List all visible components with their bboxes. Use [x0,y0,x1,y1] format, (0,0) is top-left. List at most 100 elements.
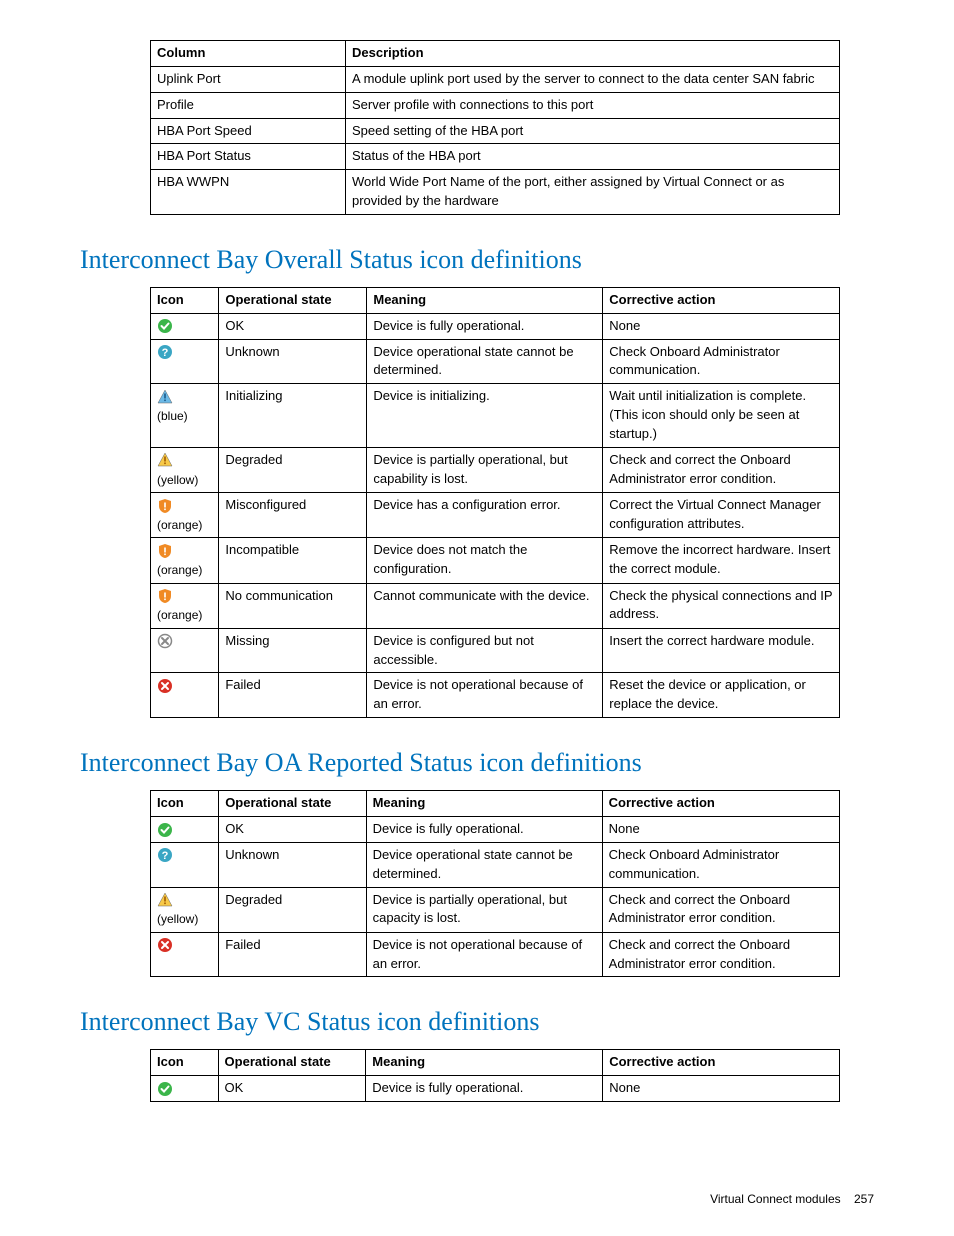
table-header: Column [151,41,346,67]
table-row: MissingDevice is configured but not acce… [151,628,840,673]
table-row: OKDevice is fully operational.None [151,816,840,842]
corrective-action: None [603,313,840,339]
icon-cell: (blue) [151,384,219,448]
table-row: (orange)No communicationCannot communica… [151,583,840,628]
corrective-action: Remove the incorrect hardware. Insert th… [603,538,840,583]
column-description: Server profile with connections to this … [346,92,840,118]
icon-color-note: (yellow) [157,472,198,489]
corrective-action: Check the physical connections and IP ad… [603,583,840,628]
corrective-action: Check Onboard Administrator communicatio… [603,339,840,384]
footer-text: Virtual Connect modules [710,1192,841,1206]
table-header: Operational state [219,791,366,817]
table-header: Operational state [218,1050,366,1076]
table-row: (blue)InitializingDevice is initializing… [151,384,840,448]
icon-cell [151,932,219,977]
icon-color-note: (orange) [157,517,202,534]
meaning-text: Device is fully operational. [366,816,602,842]
shield-orange-icon [157,541,173,560]
table-row: ? UnknownDevice operational state cannot … [151,842,840,887]
icon-cell [151,313,219,339]
corrective-action: Check Onboard Administrator communicatio… [602,842,839,887]
meaning-text: Device operational state cannot be deter… [366,842,602,887]
column-description: Status of the HBA port [346,144,840,170]
column-description: Speed setting of the HBA port [346,118,840,144]
icon-cell [151,673,219,718]
meaning-text: Device has a configuration error. [367,493,603,538]
page-footer: Virtual Connect modules 257 [0,1192,874,1206]
ok-icon [157,317,173,336]
table-header: Corrective action [603,287,840,313]
table-header: Meaning [366,791,602,817]
corrective-action: Check and correct the Onboard Administra… [602,887,839,932]
operational-state: Misconfigured [219,493,367,538]
operational-state: Failed [219,673,367,718]
operational-state: Missing [219,628,367,673]
svg-text:?: ? [162,347,169,359]
corrective-action: Wait until initialization is complete. (… [603,384,840,448]
icon-cell [151,628,219,673]
column-name: HBA WWPN [151,170,346,215]
table-header: Icon [151,791,219,817]
table-row: OKDevice is fully operational.None [151,313,840,339]
corrective-action: Correct the Virtual Connect Manager conf… [603,493,840,538]
icon-cell: (orange) [151,538,219,583]
icon-cell [151,816,219,842]
icon-color-note: (yellow) [157,911,198,928]
meaning-text: Device is configured but not accessible. [367,628,603,673]
table-header: Meaning [367,287,603,313]
meaning-text: Device does not match the configuration. [367,538,603,583]
operational-state: OK [218,1076,366,1102]
shield-orange-icon [157,496,173,515]
meaning-text: Device is partially operational, but cap… [367,447,603,492]
triangle-yellow-icon [157,451,173,470]
corrective-action: None [602,816,839,842]
ok-icon [157,820,173,839]
meaning-text: Device operational state cannot be deter… [367,339,603,384]
triangle-blue-icon [157,387,173,406]
meaning-text: Device is fully operational. [367,313,603,339]
columns-description-table: Column Description Uplink PortA module u… [150,40,840,215]
table-row: (yellow)DegradedDevice is partially oper… [151,887,840,932]
table-header: Operational state [219,287,367,313]
meaning-text: Device is partially operational, but cap… [366,887,602,932]
table-row: FailedDevice is not operational because … [151,673,840,718]
table-row: HBA WWPNWorld Wide Port Name of the port… [151,170,840,215]
footer-page-number: 257 [854,1192,874,1206]
icon-color-note: (blue) [157,408,188,425]
meaning-text: Device is initializing. [367,384,603,448]
table-header: Corrective action [603,1050,840,1076]
icon-color-note: (orange) [157,607,202,624]
table-header: Meaning [366,1050,603,1076]
table-row: ?UnknownDevice operational state cannot … [151,339,840,384]
overall-status-table: Icon Operational state Meaning Correctiv… [150,287,840,718]
corrective-action: Check and correct the Onboard Administra… [602,932,839,977]
table-row: Uplink PortA module uplink port used by … [151,66,840,92]
table-header: Description [346,41,840,67]
missing-icon [157,632,173,651]
failed-icon [157,676,173,695]
oa-status-table: Icon Operational state Meaning Correctiv… [150,790,840,977]
section-heading-overall-status: Interconnect Bay Overall Status icon def… [80,245,874,275]
table-row: ProfileServer profile with connections t… [151,92,840,118]
table-header: Icon [151,287,219,313]
triangle-yellow-icon [157,891,173,910]
column-name: Profile [151,92,346,118]
table-row: HBA Port SpeedSpeed setting of the HBA p… [151,118,840,144]
icon-color-note: (orange) [157,562,202,579]
operational-state: Unknown [219,842,366,887]
unknown-icon: ? [157,846,173,865]
operational-state: Degraded [219,447,367,492]
column-name: Uplink Port [151,66,346,92]
column-description: World Wide Port Name of the port, either… [346,170,840,215]
corrective-action: Reset the device or application, or repl… [603,673,840,718]
icon-cell: ? [151,842,219,887]
operational-state: Incompatible [219,538,367,583]
section-heading-oa-status: Interconnect Bay OA Reported Status icon… [80,748,874,778]
corrective-action: Check and correct the Onboard Administra… [603,447,840,492]
meaning-text: Device is fully operational. [366,1076,603,1102]
icon-cell: (orange) [151,583,219,628]
icon-cell: (orange) [151,493,219,538]
column-name: HBA Port Status [151,144,346,170]
icon-cell [151,1076,219,1102]
svg-text:?: ? [162,850,169,862]
